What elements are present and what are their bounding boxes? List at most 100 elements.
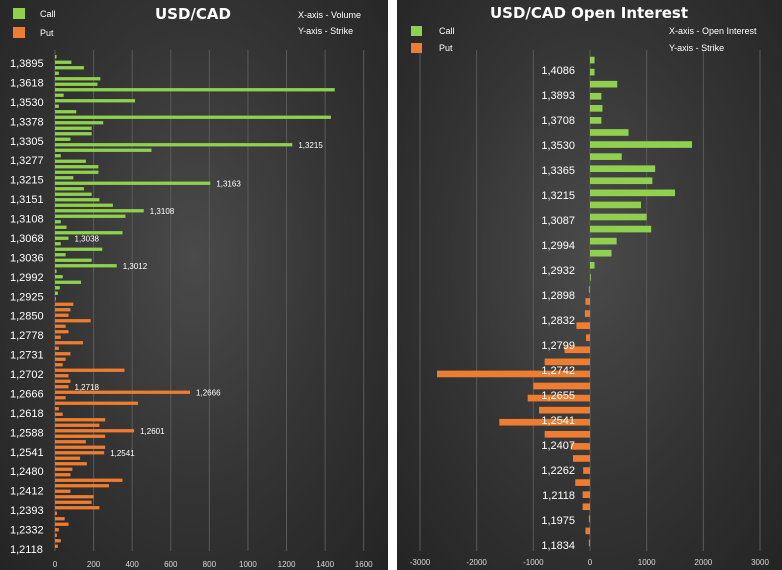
bar-data-label: 1,3163 — [216, 179, 241, 188]
y-tick-label: 1,3618 — [10, 77, 44, 89]
call-bar — [590, 201, 641, 209]
put-bar — [55, 467, 73, 471]
put-bar — [55, 368, 125, 372]
x-tick-label: 1400 — [316, 560, 334, 569]
put-bar — [55, 440, 86, 444]
call-bar — [55, 291, 58, 295]
call-bar — [590, 153, 622, 160]
y-tick-label: 1,3087 — [541, 215, 575, 227]
call-bar — [55, 137, 71, 141]
call-bar — [590, 213, 647, 221]
y-tick-label: 1,3378 — [10, 116, 44, 128]
chart-title: USD/CAD Open Interest — [490, 4, 688, 22]
call-bar — [55, 115, 331, 119]
put-bar — [55, 484, 110, 488]
y-tick-label: 1,2393 — [10, 505, 44, 517]
put-bar — [583, 467, 590, 474]
call-bar — [590, 117, 602, 124]
call-bar — [55, 242, 61, 246]
call-bar — [55, 187, 84, 191]
call-bar — [55, 110, 77, 114]
legend-call-swatch — [411, 26, 422, 36]
x-axis-note: X-axis - Volume — [298, 10, 361, 20]
y-tick-label: 1,2742 — [541, 365, 575, 377]
call-bar — [55, 176, 74, 180]
call-bar — [55, 93, 64, 97]
put-bar — [584, 310, 590, 317]
call-bar — [55, 132, 92, 136]
put-bar — [55, 456, 81, 460]
put-bar — [55, 324, 66, 328]
call-bar — [590, 141, 692, 148]
y-tick-label: 1,2118 — [542, 490, 575, 502]
call-bar — [590, 56, 595, 64]
legend-put-swatch — [13, 27, 25, 38]
put-bar — [55, 319, 91, 323]
x-tick-label: 1200 — [278, 560, 296, 569]
x-tick-label: 1000 — [239, 560, 257, 569]
put-bar — [533, 382, 590, 390]
call-bar — [55, 77, 101, 81]
y-tick-label: 1,3068 — [10, 233, 44, 245]
put-bar — [55, 308, 71, 312]
call-bar — [55, 66, 84, 70]
y-tick-label: 1,2832 — [541, 315, 575, 327]
put-bar — [55, 445, 106, 449]
y-tick-label: 1,2799 — [541, 340, 575, 352]
put-bar — [55, 429, 135, 433]
bar-data-label: 1,2541 — [110, 449, 135, 458]
put-bar — [55, 495, 94, 499]
put-bar — [55, 385, 69, 389]
put-bar — [55, 423, 100, 427]
call-bar — [55, 181, 211, 185]
put-bar — [55, 363, 63, 367]
put-bar — [55, 451, 105, 455]
x-tick-label: 0 — [588, 558, 593, 567]
y-tick-label: 1,2407 — [541, 440, 575, 452]
put-bar — [55, 500, 92, 504]
y-tick-label: 1,3036 — [10, 252, 44, 264]
put-bar — [55, 544, 58, 548]
put-bar — [582, 503, 590, 511]
y-tick-label: 1,3305 — [10, 136, 44, 148]
x-tick-label: -3000 — [410, 558, 431, 567]
call-bar — [590, 92, 602, 100]
put-bar — [55, 418, 106, 422]
put-bar — [570, 443, 590, 450]
y-tick-label: 1,3893 — [541, 90, 575, 102]
call-bar — [55, 170, 99, 174]
volume-chart: Call Put USD/CAD X-axis - Volume Y-axis … — [10, 5, 373, 569]
bar-data-label: 1,2718 — [75, 383, 100, 392]
call-bar — [590, 225, 652, 233]
put-bar — [55, 313, 69, 317]
y-axis-note: Y-axis - Strike — [669, 43, 724, 53]
call-bar — [55, 82, 98, 86]
put-bar — [576, 322, 590, 329]
call-bar — [55, 231, 123, 235]
bar-data-label: 1,2601 — [140, 427, 165, 436]
call-bar — [55, 99, 136, 103]
call-bar — [590, 129, 629, 136]
call-bar — [55, 203, 113, 207]
y-tick-label: 1,2850 — [10, 311, 44, 323]
put-bar — [585, 298, 590, 305]
put-bar — [55, 539, 61, 543]
panel-separator — [388, 0, 397, 570]
call-bar — [590, 274, 591, 281]
legend-call-swatch — [13, 8, 25, 19]
put-bar — [55, 297, 56, 301]
call-bar — [55, 192, 92, 196]
put-bar — [55, 330, 69, 334]
call-bar — [55, 143, 293, 147]
open-interest-chart: Call Put USD/CAD Open Interest X-axis - … — [410, 4, 770, 567]
put-bar — [55, 522, 69, 526]
bar-data-label: 1,2666 — [196, 388, 221, 397]
volume-chart-panel: Call Put USD/CAD X-axis - Volume Y-axis … — [0, 0, 388, 570]
y-tick-label: 1,2666 — [10, 388, 44, 400]
put-bar — [55, 511, 57, 515]
call-bar — [55, 214, 126, 218]
y-tick-label: 1,3151 — [10, 194, 44, 206]
put-bar — [55, 412, 63, 416]
put-bar — [55, 335, 61, 339]
y-tick-label: 1,3365 — [541, 165, 575, 177]
